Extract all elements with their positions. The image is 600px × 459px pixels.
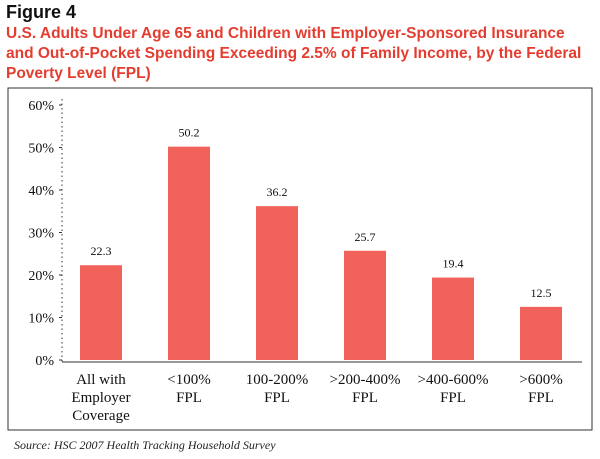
- bar: [168, 146, 210, 360]
- x-tick-label: All with Employer Coverage: [71, 372, 130, 424]
- y-tick-label: 30%: [28, 227, 54, 242]
- x-tick-label: >600% FPL: [519, 372, 562, 406]
- chart-frame: [7, 87, 593, 431]
- bar: [344, 250, 386, 360]
- chart: 0% 10% 20% 30% 40% 50% 60% 22.3 All with Employer…: [7, 87, 593, 431]
- value-label: 22.3: [91, 244, 112, 258]
- value-label: 25.7: [355, 230, 376, 244]
- y-tick-label: 60%: [28, 99, 54, 114]
- y-tick-label: 10%: [28, 312, 54, 327]
- x-tick-label: 100-200% FPL: [246, 372, 309, 406]
- bar: [520, 306, 562, 360]
- y-tick-label: 40%: [28, 184, 54, 199]
- chart-title: U.S. Adults Under Age 65 and Children wi…: [6, 25, 582, 82]
- bar: [80, 265, 122, 360]
- source-note: Source: HSC 2007 Health Tracking Househo…: [14, 438, 276, 452]
- figure-label: Figure 4: [6, 2, 77, 22]
- value-label: 19.4: [443, 257, 464, 271]
- bar: [432, 277, 474, 360]
- value-label: 36.2: [267, 185, 288, 199]
- x-tick-label: >200-400% FPL: [330, 372, 401, 406]
- y-tick-label: 20%: [28, 269, 54, 284]
- value-label: 50.2: [179, 126, 200, 140]
- value-label: 12.5: [531, 286, 552, 300]
- x-tick-label: <100% FPL: [167, 372, 210, 406]
- y-tick-label: 50%: [28, 142, 54, 157]
- bar: [256, 206, 298, 360]
- y-tick-label: 0%: [35, 354, 54, 369]
- x-tick-label: >400-600% FPL: [418, 372, 489, 406]
